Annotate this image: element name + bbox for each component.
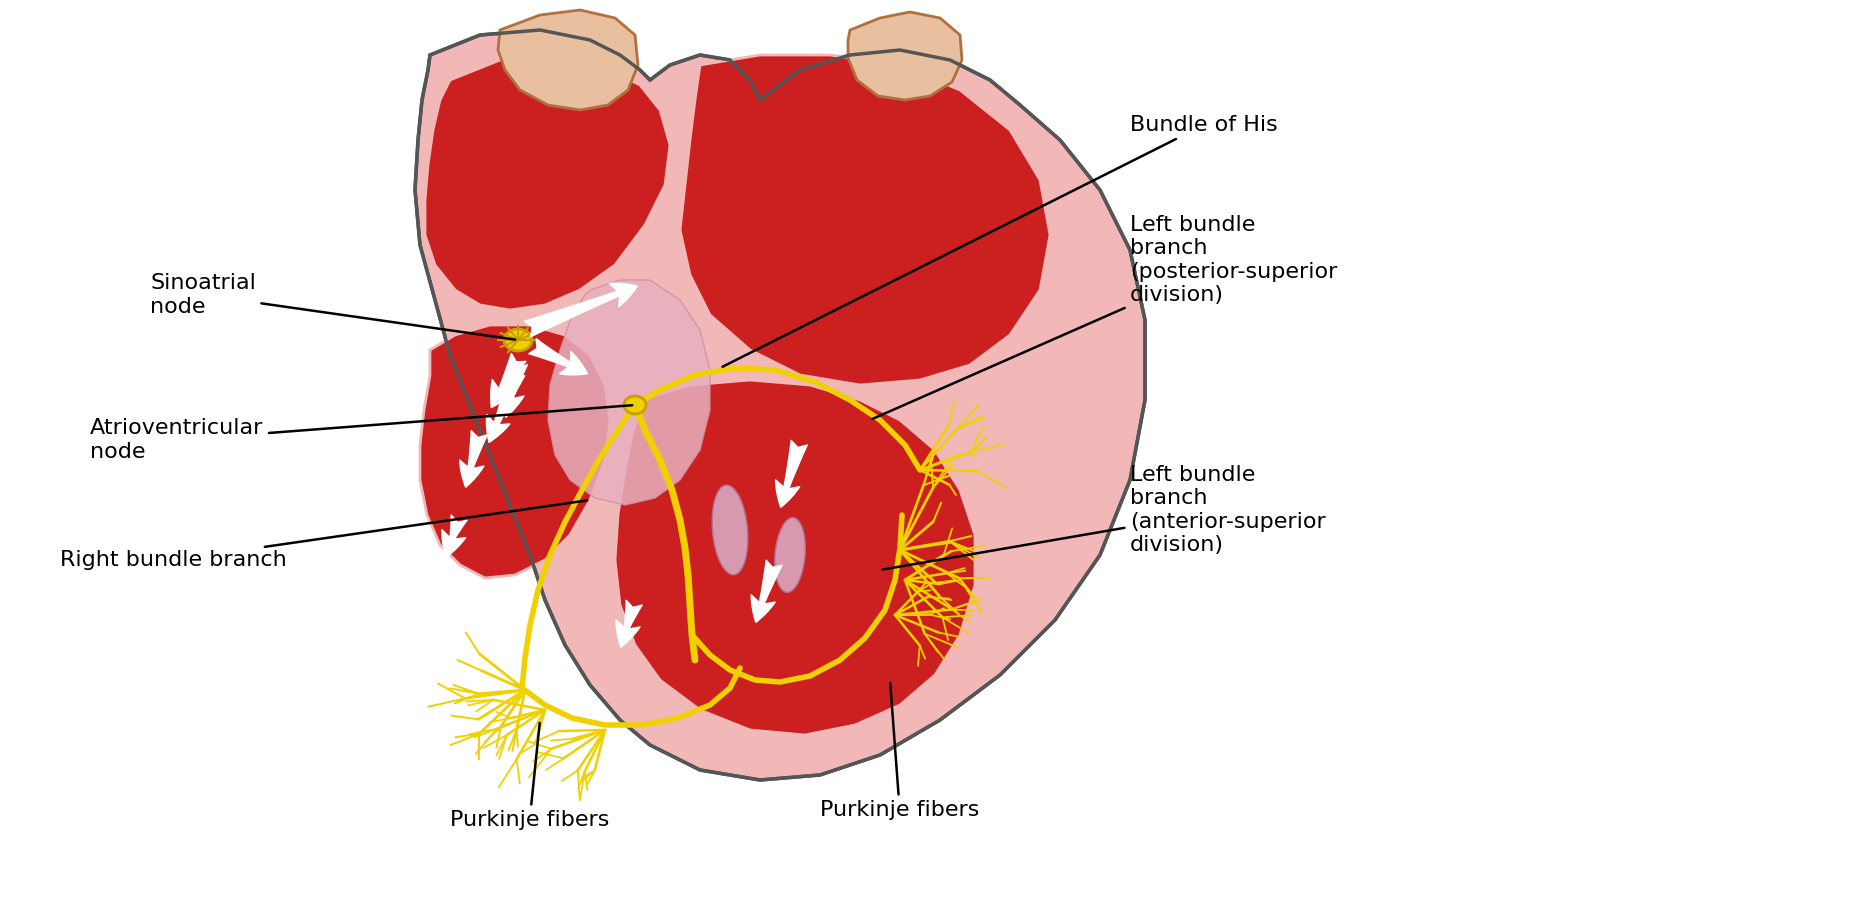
- Text: Atrioventricular
node: Atrioventricular node: [90, 405, 631, 461]
- Text: Bundle of His: Bundle of His: [723, 115, 1278, 367]
- Text: Purkinje fibers: Purkinje fibers: [820, 683, 979, 820]
- Polygon shape: [415, 30, 1145, 780]
- Text: Purkinje fibers: Purkinje fibers: [450, 723, 609, 830]
- Ellipse shape: [624, 396, 646, 414]
- Polygon shape: [426, 55, 671, 310]
- Polygon shape: [848, 12, 962, 100]
- Ellipse shape: [504, 329, 532, 351]
- Polygon shape: [499, 10, 639, 110]
- Polygon shape: [615, 380, 975, 735]
- Polygon shape: [547, 280, 710, 505]
- Text: Left bundle
branch
(posterior-superior
division): Left bundle branch (posterior-superior d…: [872, 215, 1337, 419]
- Polygon shape: [680, 55, 1050, 385]
- Text: Right bundle branch: Right bundle branch: [60, 501, 587, 570]
- Ellipse shape: [775, 517, 805, 592]
- Polygon shape: [420, 325, 611, 578]
- Text: Sinoatrial
node: Sinoatrial node: [149, 273, 516, 339]
- Ellipse shape: [712, 485, 747, 575]
- Text: Left bundle
branch
(anterior-superior
division): Left bundle branch (anterior-superior di…: [884, 465, 1326, 569]
